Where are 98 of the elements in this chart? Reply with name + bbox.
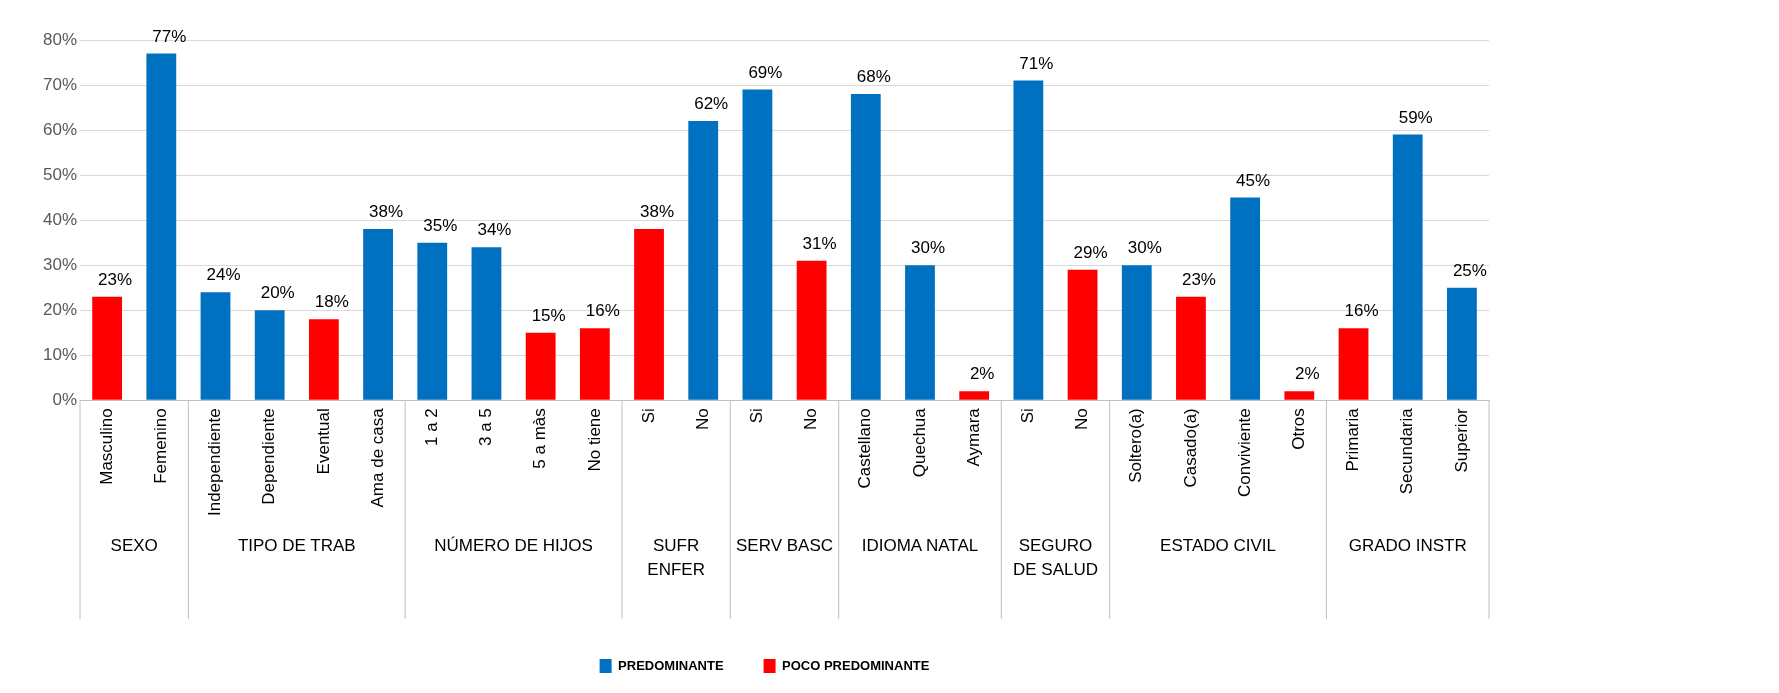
x-tick-label: Femenino [151,408,170,484]
x-tick-label: Si [1018,408,1038,424]
text: SEXO [110,535,158,555]
data-label: 71% [1019,53,1054,73]
data-label: 35% [423,215,458,235]
text: TIPO DE TRAB [237,535,356,555]
x-tick-label: Eventual [313,408,333,475]
bar [417,242,448,400]
x-tick-label: 1 a 2 [421,408,441,447]
data-label: 18% [314,292,349,312]
data-label: 62% [694,94,729,114]
text: ESTADO CIVIL [1160,535,1276,555]
bar [92,296,123,400]
y-tick-label: 50% [42,164,78,184]
text: SUFR ENFER [647,535,705,579]
text: GRADO INSTR [1348,535,1467,555]
data-label: 68% [856,67,891,87]
x-tick-label: Castellano [855,408,875,489]
bar [796,260,827,400]
x-tick-label: Conviviente [1234,408,1254,498]
x-tick-label: No [801,408,821,430]
data-label: 15% [531,305,566,325]
data-label: 16% [585,301,620,321]
data-label: 24% [206,265,241,285]
x-tick-label: Si [638,408,658,424]
x-tick-label: Secundaria [1397,407,1417,495]
data-label: 59% [1398,107,1433,127]
bar [1284,391,1315,400]
text: SERV BASC [736,535,834,555]
x-tick-label: Otros [1289,408,1309,450]
bar [1392,134,1423,400]
x-tick-label: Dependiente [259,408,279,505]
bar [688,121,719,400]
x-tick-label: No [692,408,712,430]
y-tick-label: 70% [42,74,78,94]
data-label: 20% [260,283,295,303]
y-tick-label: 30% [42,254,78,274]
data-label: 23% [1181,269,1216,289]
bar [146,53,177,400]
bar [1176,296,1206,400]
data-label: 31% [802,233,837,253]
x-tick-label: No tiene [584,408,604,472]
bar [525,332,556,400]
bar [363,229,393,400]
data-label: 69% [748,62,783,82]
data-label: 16% [1344,301,1379,321]
data-label: 77% [152,26,187,46]
data-label: 2% [1295,364,1320,384]
y-tick-label: 40% [42,209,78,229]
bar [200,292,231,400]
bar [905,265,935,400]
x-tick-label: Primaria [1343,407,1363,472]
bar [579,328,610,400]
bar [634,229,664,400]
x-tick-label: Aymara [963,407,983,467]
x-tick-label: 3 a 5 [476,408,496,447]
x-tick-label: No [1072,408,1092,430]
data-label: 38% [640,202,675,222]
text: SEGURO DE SALUD [1012,535,1098,579]
bar [850,94,881,400]
data-label: 25% [1452,260,1487,280]
data-label: 30% [1127,238,1162,258]
x-tick-label: Quechua [909,407,929,478]
x-tick-label: Superior [1451,407,1471,473]
x-tick-label: Masculino [96,408,116,485]
y-tick-label: 0% [52,389,78,409]
data-label: 38% [369,202,404,222]
bar [742,89,773,400]
bar [471,247,502,400]
data-label: 23% [98,269,133,289]
data-label: 29% [1073,242,1108,262]
x-tick-label: Soltero(a) [1126,408,1146,483]
legend-label: PREDOMINANTE [618,657,724,673]
data-label: 30% [910,238,946,258]
x-tick-label: Casado(a) [1180,408,1200,488]
text: IDIOMA NATAL [861,535,979,555]
bar [1013,80,1044,400]
bar [1121,265,1152,400]
bar [1230,197,1261,400]
data-label: 34% [477,220,512,240]
bar [1447,287,1477,400]
x-tick-label: 5 a màs [530,408,550,469]
text: NÚMERO DE HIJOS [434,535,593,555]
x-tick-label: Ama de casa [367,407,387,508]
y-tick-label: 20% [42,299,78,319]
bar [959,391,990,400]
data-label: 45% [1236,170,1271,190]
data-label: 2% [969,364,995,384]
x-tick-label: Si [747,408,767,424]
bar [1067,269,1098,400]
legend-label: POCO PREDOMINANTE [782,657,930,673]
bar [254,310,285,400]
x-tick-label: Independiente [205,408,225,517]
bar [308,319,339,400]
y-tick-label: 60% [42,119,78,139]
bar [1338,328,1369,400]
y-tick-label: 10% [42,344,78,364]
y-tick-label: 80% [42,29,78,49]
